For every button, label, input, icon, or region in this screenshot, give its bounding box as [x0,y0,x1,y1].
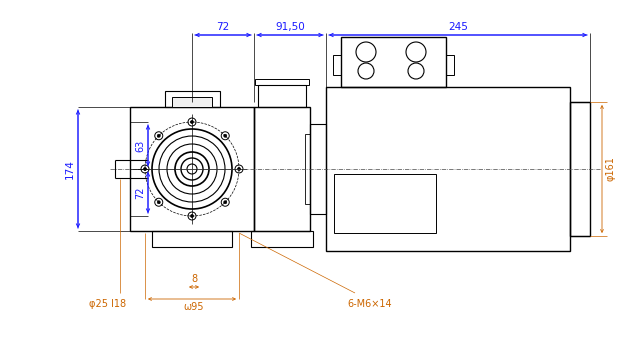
Bar [254,107,310,231]
Circle shape [224,201,227,204]
Text: 245: 245 [448,22,468,32]
Bar [570,102,590,236]
Circle shape [157,134,160,137]
Bar [255,79,309,85]
Bar [333,55,341,75]
Circle shape [190,214,193,217]
Circle shape [144,167,147,171]
Text: 8: 8 [191,274,197,284]
Bar [165,91,220,107]
Text: 174: 174 [65,159,75,179]
Text: 72: 72 [216,22,230,32]
Bar [258,85,306,107]
Text: ω95: ω95 [183,302,204,312]
Bar [326,87,570,251]
Bar [130,107,254,231]
Circle shape [157,201,160,204]
Bar [310,124,326,214]
Text: φ25 l18: φ25 l18 [90,299,126,309]
Text: 63: 63 [135,140,145,152]
Bar [341,37,446,87]
Circle shape [190,121,193,123]
Circle shape [238,167,241,171]
Bar [305,134,310,204]
Text: 6-M6×14: 6-M6×14 [348,299,392,309]
Bar [251,231,313,247]
Text: φ161: φ161 [605,157,615,181]
Bar [172,97,212,107]
Text: 91,50: 91,50 [275,22,305,32]
Bar [152,231,232,247]
Circle shape [224,134,227,137]
Bar [334,174,436,233]
Bar [446,55,454,75]
Text: 72: 72 [135,186,145,199]
